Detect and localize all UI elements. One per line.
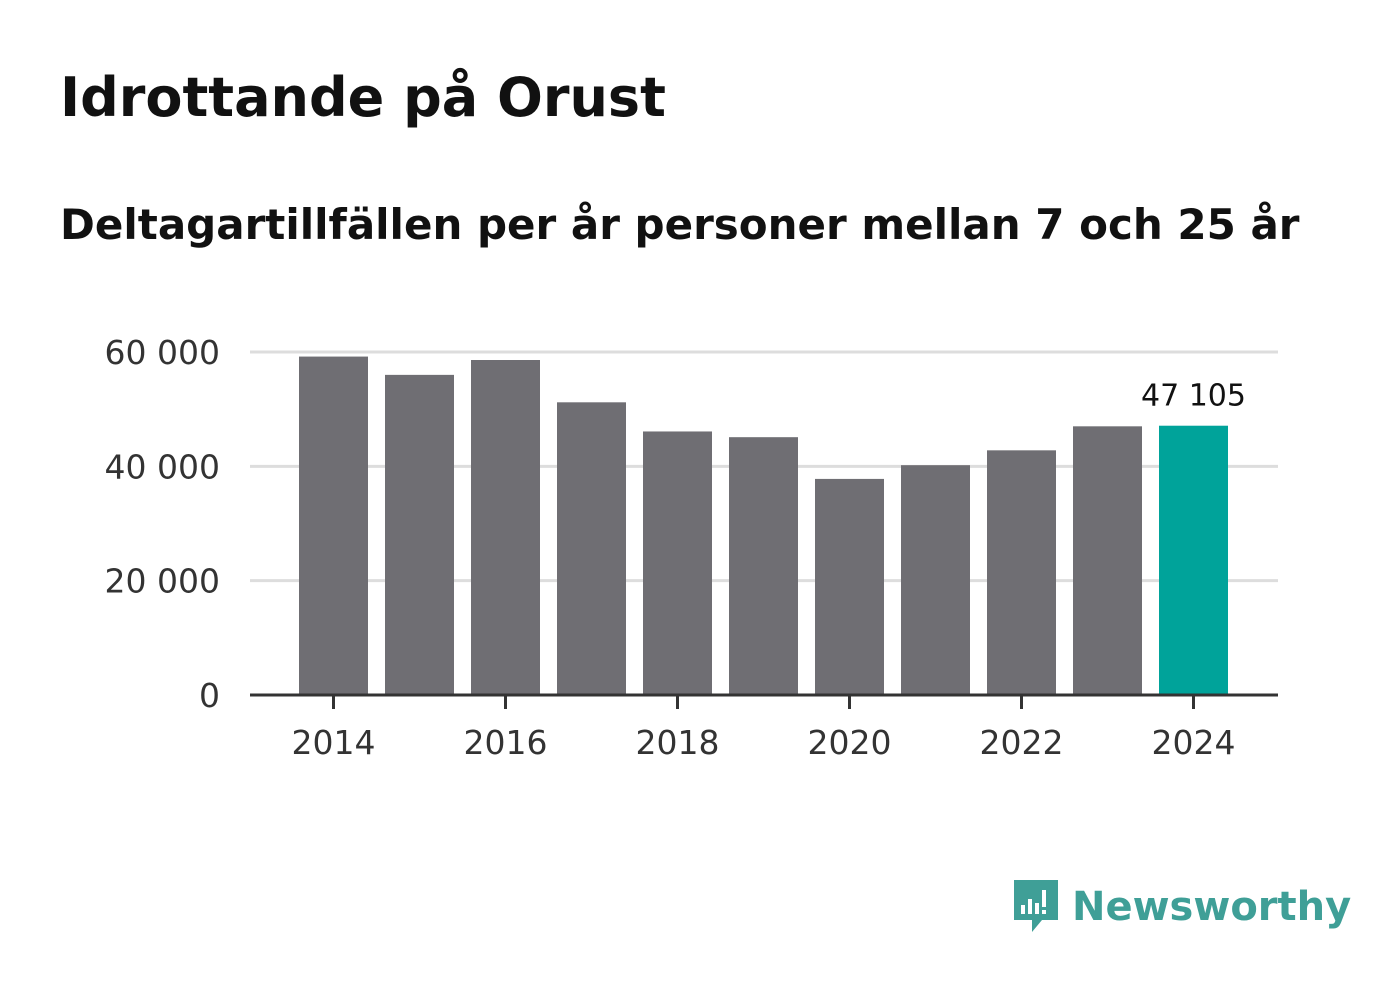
bar-2024 [1159,425,1228,695]
y-tick-label: 20 000 [105,562,220,601]
bar-2019 [729,437,798,695]
bar-2016 [471,360,540,695]
bar-2022 [987,450,1056,695]
y-tick-label: 60 000 [105,333,220,372]
x-tick-label: 2018 [636,723,720,762]
newsworthy-logo-icon [1014,880,1058,932]
axes [250,693,1278,709]
y-tick-label: 40 000 [105,447,220,486]
bar-2017 [557,402,626,695]
bar-2014 [299,356,368,695]
bar-2023 [1073,426,1142,695]
bar-2021 [901,465,970,695]
bar-2015 [385,374,454,695]
x-tick-label: 2020 [808,723,892,762]
chart-subtitle: Deltagartillfällen per år personer mella… [60,200,1300,249]
y-tick-label: 0 [199,676,220,715]
x-tick-label: 2014 [292,723,376,762]
chart-title: Idrottande på Orust [60,66,666,129]
bar-2018 [643,431,712,695]
data-label-2024: 47 105 [1141,379,1246,414]
brand-name: Newsworthy [1072,884,1352,930]
x-tick-label: 2016 [464,723,548,762]
bar-2020 [815,478,884,695]
x-tick-label: 2022 [980,723,1064,762]
x-tick-label: 2024 [1152,723,1236,762]
bars [299,356,1228,695]
labels: 0 20 000 40 000 60 000 2014 2016 2018 2020 2022 2… [105,333,1246,762]
newsworthy-logo: Newsworthy [1010,876,1351,938]
